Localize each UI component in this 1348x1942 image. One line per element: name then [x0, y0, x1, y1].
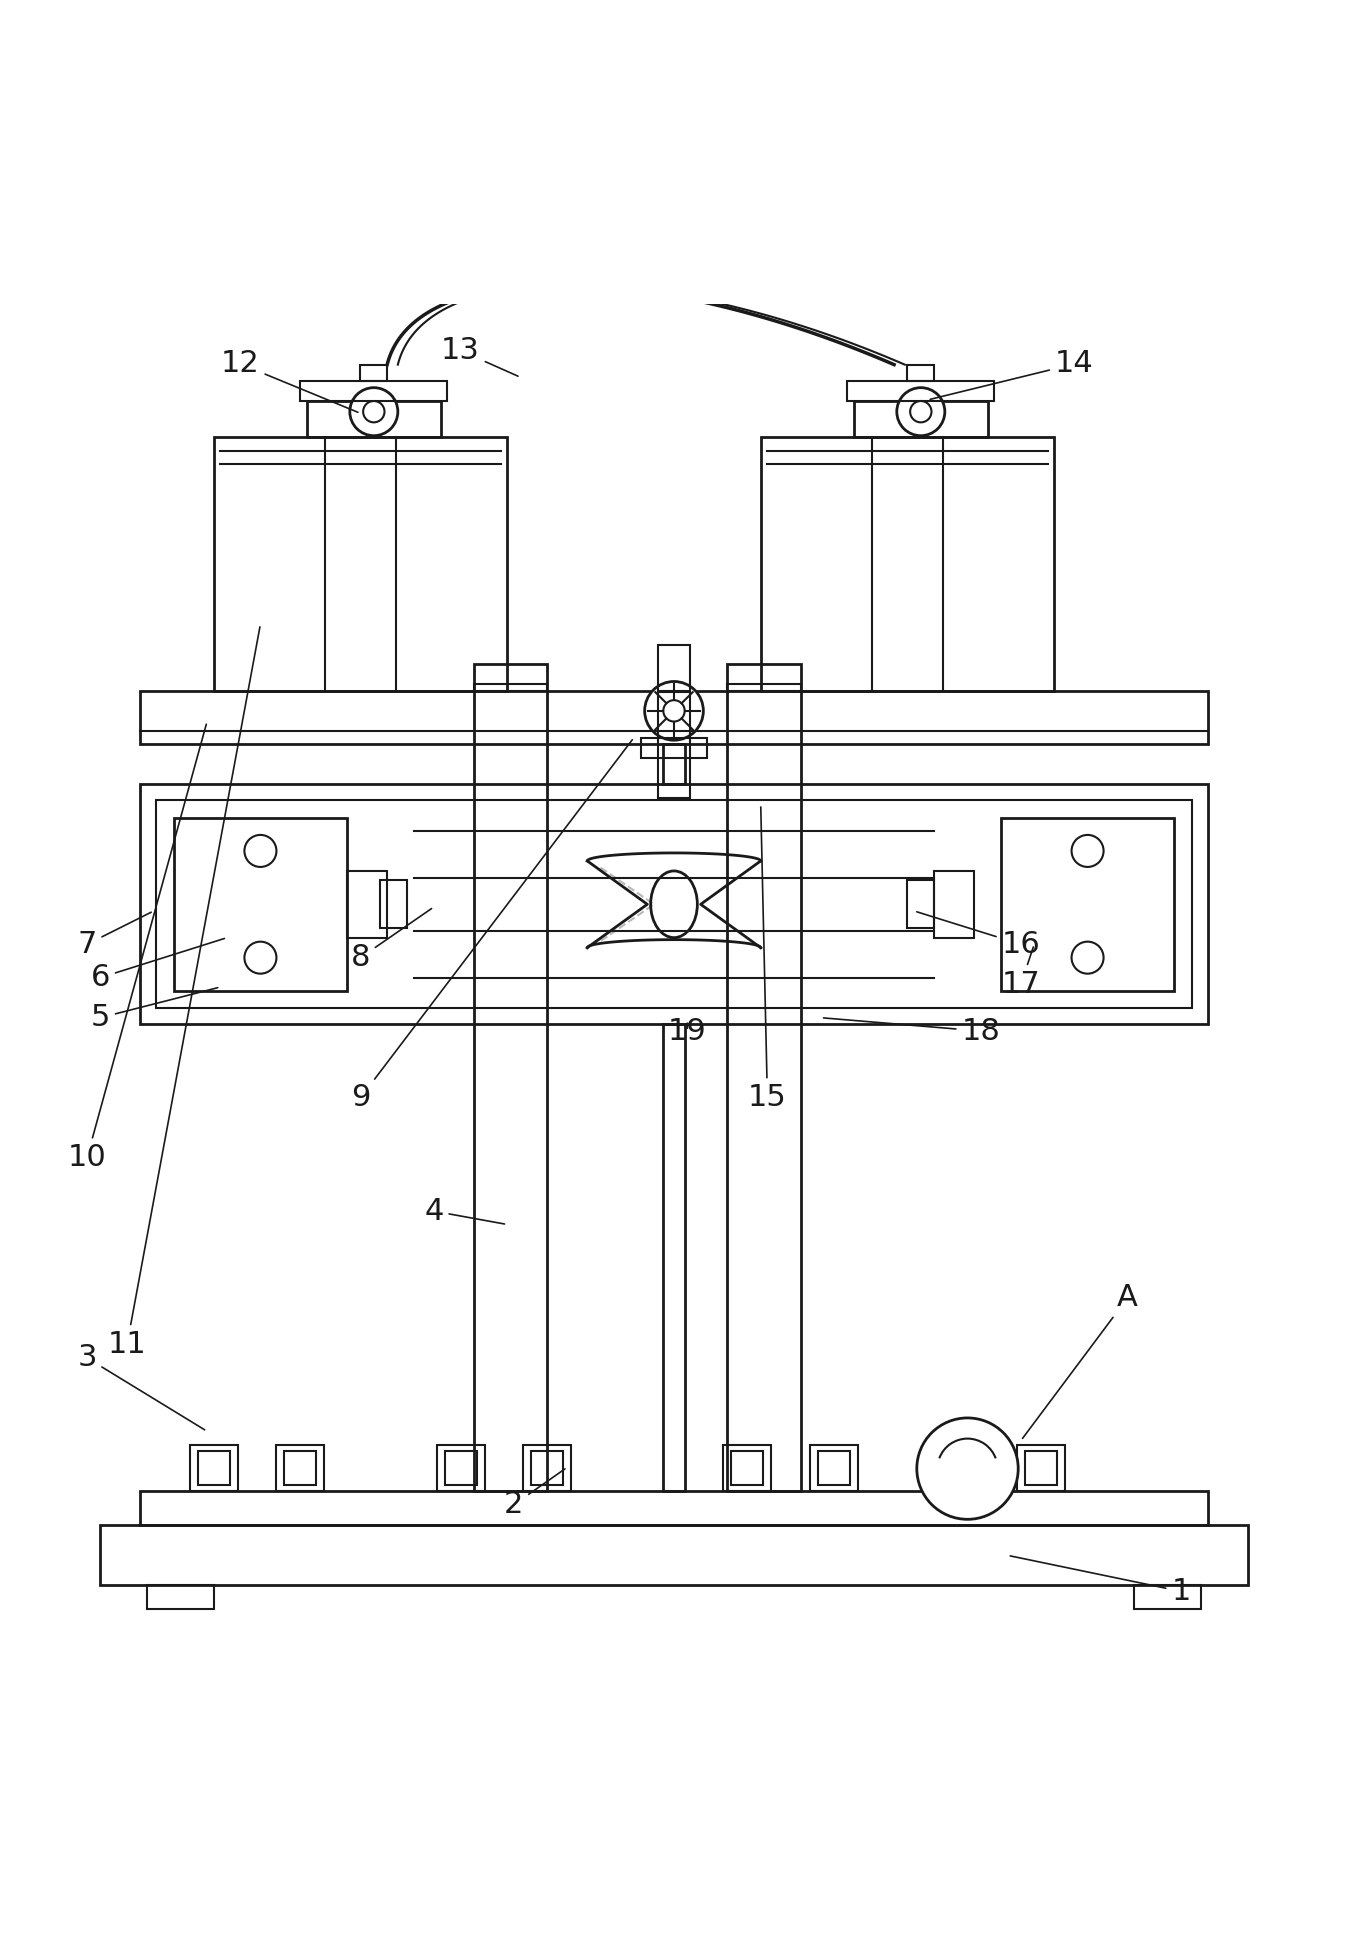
Bar — [907, 365, 934, 381]
Bar — [474, 664, 547, 1491]
Bar — [360, 365, 387, 381]
Bar — [140, 785, 1208, 1023]
Circle shape — [917, 1418, 1018, 1519]
Bar — [724, 1445, 771, 1491]
Bar — [1134, 1585, 1201, 1608]
Text: 13: 13 — [441, 336, 518, 377]
Text: 5: 5 — [90, 988, 218, 1033]
Bar — [445, 1451, 477, 1484]
Circle shape — [644, 682, 704, 740]
Bar — [174, 818, 348, 990]
Bar — [728, 684, 801, 691]
Text: 7: 7 — [77, 913, 151, 959]
Bar — [156, 800, 1192, 1008]
Circle shape — [896, 388, 945, 435]
Bar — [1024, 1451, 1057, 1484]
Bar — [640, 738, 708, 757]
Text: 4: 4 — [425, 1196, 504, 1225]
Bar — [1016, 1445, 1065, 1491]
Bar — [818, 1451, 851, 1484]
Bar — [214, 437, 507, 691]
Text: 8: 8 — [350, 909, 431, 973]
Bar — [276, 1445, 325, 1491]
Circle shape — [910, 400, 931, 421]
Bar — [147, 1585, 214, 1608]
Circle shape — [244, 835, 276, 866]
Ellipse shape — [651, 870, 697, 938]
Bar — [938, 1451, 971, 1484]
Text: 16: 16 — [917, 913, 1041, 959]
Bar — [658, 645, 690, 691]
Text: 9: 9 — [350, 740, 632, 1113]
Bar — [732, 1451, 763, 1484]
Bar — [1000, 818, 1174, 990]
Text: 2: 2 — [504, 1468, 565, 1519]
Text: 1: 1 — [1010, 1556, 1190, 1606]
Text: 10: 10 — [67, 724, 206, 1173]
Bar — [190, 1445, 237, 1491]
Bar — [531, 1451, 563, 1484]
Bar — [848, 381, 995, 400]
Bar — [855, 400, 988, 437]
Text: 17: 17 — [1002, 948, 1041, 998]
Text: 3: 3 — [77, 1344, 205, 1429]
Bar — [380, 880, 407, 928]
Text: 12: 12 — [221, 350, 359, 412]
Bar — [930, 1445, 979, 1491]
Bar — [728, 664, 801, 1491]
Bar — [523, 1445, 572, 1491]
Text: 6: 6 — [90, 938, 224, 992]
Bar — [934, 870, 975, 938]
Bar — [140, 1491, 1208, 1524]
Bar — [284, 1451, 317, 1484]
Bar — [307, 400, 441, 437]
Circle shape — [350, 388, 398, 435]
Bar — [100, 1524, 1248, 1585]
Bar — [301, 381, 448, 400]
Bar — [198, 1451, 229, 1484]
Text: 18: 18 — [824, 1016, 1000, 1045]
Bar — [663, 744, 685, 785]
Circle shape — [1072, 942, 1104, 973]
Text: A: A — [1023, 1284, 1138, 1439]
Bar — [140, 691, 1208, 744]
Text: 15: 15 — [748, 808, 787, 1113]
Circle shape — [363, 400, 384, 421]
Text: 19: 19 — [669, 1016, 706, 1045]
Bar — [907, 880, 934, 928]
Bar — [658, 691, 690, 798]
Bar — [760, 437, 1054, 691]
Bar — [437, 1445, 484, 1491]
Bar — [348, 870, 387, 938]
Circle shape — [1072, 835, 1104, 866]
Bar — [663, 1023, 685, 1491]
Bar — [810, 1445, 859, 1491]
Text: 14: 14 — [930, 350, 1093, 400]
Text: 11: 11 — [108, 627, 260, 1359]
Bar — [474, 684, 547, 691]
Circle shape — [244, 942, 276, 973]
Circle shape — [663, 701, 685, 722]
